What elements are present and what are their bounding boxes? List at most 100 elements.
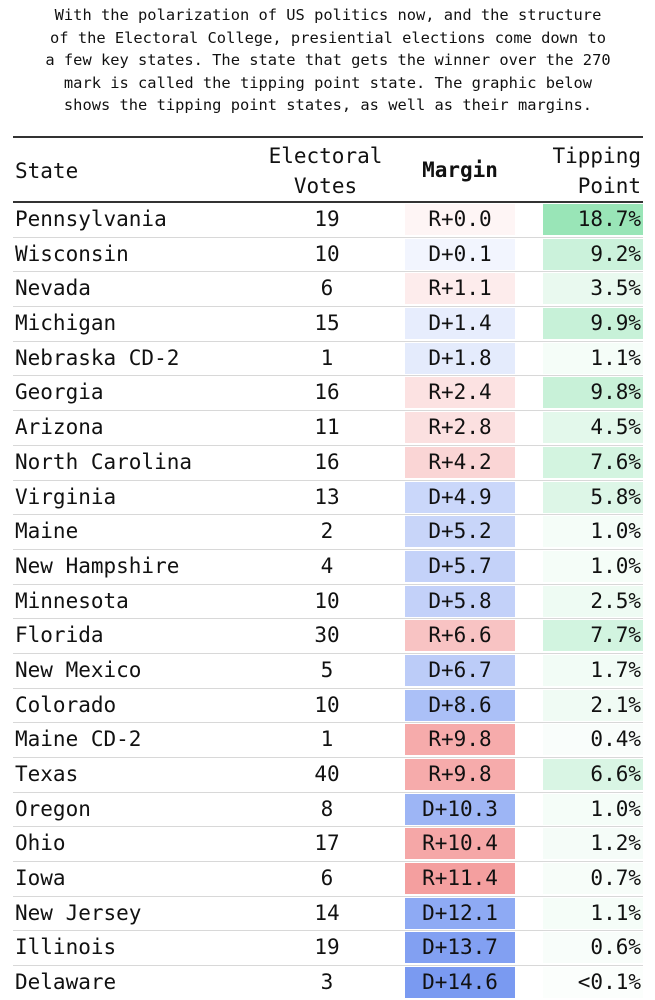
cell-tipping-point-value: 1.7% <box>590 657 641 682</box>
cell-electoral-votes: 10 <box>314 588 340 613</box>
cell-margin: D+13.7 <box>405 932 515 964</box>
cell-state: Illinois <box>15 935 117 960</box>
cell-tipping-point-value: 3.5% <box>590 276 641 301</box>
table-row: North Carolina 16 R+4.2 7.6% <box>13 446 643 481</box>
table-row: Michigan 15 D+1.4 9.9% <box>13 307 643 342</box>
cell-electoral-votes: 6 <box>320 866 334 891</box>
cell-margin: D+6.7 <box>405 654 515 686</box>
cell-margin: R+6.6 <box>405 620 515 652</box>
cell-electoral-votes: 16 <box>314 449 340 474</box>
cell-tipping-point-value: 4.5% <box>590 415 641 440</box>
cell-margin: R+2.4 <box>405 377 515 409</box>
cell-state: Pennsylvania <box>15 207 167 231</box>
cell-tipping-point: 1.7% <box>543 654 643 686</box>
cell-margin: R+1.1 <box>405 273 515 305</box>
cell-state: Florida <box>15 623 104 648</box>
cell-tipping-point: 7.6% <box>543 446 643 478</box>
cell-tipping-point: 1.1% <box>543 897 643 929</box>
cell-tipping-point-value: 0.6% <box>590 935 641 960</box>
cell-electoral-votes: 10 <box>314 692 340 717</box>
header-electoral-votes: Electoral Votes <box>268 144 383 198</box>
cell-electoral-votes: 5 <box>320 657 334 682</box>
table-row: Nevada 6 R+1.1 3.5% <box>13 272 643 308</box>
cell-electoral-votes: 19 <box>314 207 340 231</box>
table-row: New Mexico 5 D+6.7 1.7% <box>13 654 643 689</box>
table-row: Illinois 19 D+13.7 0.6% <box>13 931 643 967</box>
cell-electoral-votes: 1 <box>320 727 334 752</box>
cell-margin: D+12.1 <box>405 897 515 929</box>
cell-tipping-point-value: 9.2% <box>590 241 641 266</box>
cell-tipping-point: 1.2% <box>543 828 643 860</box>
cell-tipping-point-value: 1.0% <box>590 796 641 821</box>
cell-state: Maine <box>15 519 79 544</box>
cell-tipping-point-value: 5.8% <box>590 484 641 509</box>
cell-margin: R+10.4 <box>405 828 515 860</box>
cell-margin: R+4.2 <box>405 446 515 478</box>
cell-tipping-point-value: 9.8% <box>590 380 641 405</box>
cell-margin: R+11.4 <box>405 863 515 895</box>
cell-tipping-point-value: 2.5% <box>590 588 641 613</box>
cell-tipping-point: 1.0% <box>543 516 643 548</box>
cell-tipping-point-value: 2.1% <box>590 692 641 717</box>
cell-electoral-votes: 3 <box>320 970 334 995</box>
cell-margin: D+5.8 <box>405 585 515 617</box>
cell-margin: D+14.6 <box>405 967 515 999</box>
table-row: Ohio 17 R+10.4 1.2% <box>13 827 643 863</box>
cell-tipping-point: 0.6% <box>543 932 643 963</box>
cell-state: Ohio <box>15 831 66 856</box>
table-row: Oregon 8 D+10.3 1.0% <box>13 793 643 828</box>
cell-tipping-point: 18.7% <box>543 204 643 235</box>
cell-tipping-point: 9.8% <box>543 377 643 409</box>
cell-tipping-point-value: 7.7% <box>590 623 641 648</box>
cell-electoral-votes: 10 <box>314 241 340 266</box>
tipping-point-table: State Electoral Votes Margin Tipping Poi… <box>13 136 643 1000</box>
cell-state: Virginia <box>15 484 117 509</box>
cell-tipping-point-value: 7.6% <box>590 449 641 474</box>
cell-state: Nevada <box>15 276 91 301</box>
cell-state: Michigan <box>15 311 117 336</box>
cell-tipping-point-value: <0.1% <box>577 970 641 995</box>
table-row: Colorado 10 D+8.6 2.1% <box>13 689 643 724</box>
cell-state: Oregon <box>15 796 91 821</box>
cell-margin: D+0.1 <box>405 238 515 270</box>
cell-margin: D+1.8 <box>405 342 515 374</box>
cell-state: Colorado <box>15 692 117 717</box>
cell-electoral-votes: 6 <box>320 276 334 301</box>
cell-electoral-votes: 13 <box>314 484 340 509</box>
cell-state: Arizona <box>15 415 104 440</box>
cell-tipping-point: 7.7% <box>543 620 643 652</box>
cell-electoral-votes: 4 <box>320 553 334 578</box>
cell-tipping-point-value: 6.6% <box>590 762 641 786</box>
cell-margin: D+10.3 <box>405 793 515 825</box>
cell-state: Wisconsin <box>15 241 129 266</box>
table-row: Arizona 11 R+2.8 4.5% <box>13 411 643 446</box>
cell-margin: D+1.4 <box>405 308 515 340</box>
header-margin: Margin <box>422 158 498 182</box>
table-row: Maine CD-2 1 R+9.8 0.4% <box>13 723 643 758</box>
cell-margin: D+4.9 <box>405 481 515 513</box>
cell-electoral-votes: 1 <box>320 345 334 370</box>
cell-tipping-point: 1.1% <box>543 342 643 374</box>
cell-electoral-votes: 11 <box>314 415 340 440</box>
cell-tipping-point: 0.4% <box>543 724 643 755</box>
cell-state: Georgia <box>15 380 104 405</box>
table-row: Georgia 16 R+2.4 9.8% <box>13 376 643 412</box>
cell-tipping-point: <0.1% <box>543 967 643 998</box>
cell-margin: D+5.2 <box>405 516 515 548</box>
cell-electoral-votes: 19 <box>314 935 340 960</box>
cell-tipping-point-value: 1.1% <box>590 345 641 370</box>
cell-tipping-point: 4.5% <box>543 412 643 444</box>
cell-tipping-point: 9.9% <box>543 308 643 340</box>
cell-margin: R+9.8 <box>405 759 515 790</box>
cell-tipping-point-value: 1.0% <box>590 519 641 544</box>
cell-state: Texas <box>15 762 79 786</box>
header-tipping-point: Tipping Point <box>552 144 641 198</box>
table-header: State Electoral Votes Margin Tipping Poi… <box>13 138 643 203</box>
cell-state: New Hampshire <box>15 553 180 578</box>
cell-tipping-point: 6.6% <box>543 759 643 790</box>
table-row: Delaware 3 D+14.6 <0.1% <box>13 966 643 1000</box>
cell-tipping-point: 1.0% <box>543 550 643 582</box>
table-row: Maine 2 D+5.2 1.0% <box>13 515 643 550</box>
cell-electoral-votes: 17 <box>314 831 340 856</box>
cell-tipping-point: 0.7% <box>543 863 643 895</box>
